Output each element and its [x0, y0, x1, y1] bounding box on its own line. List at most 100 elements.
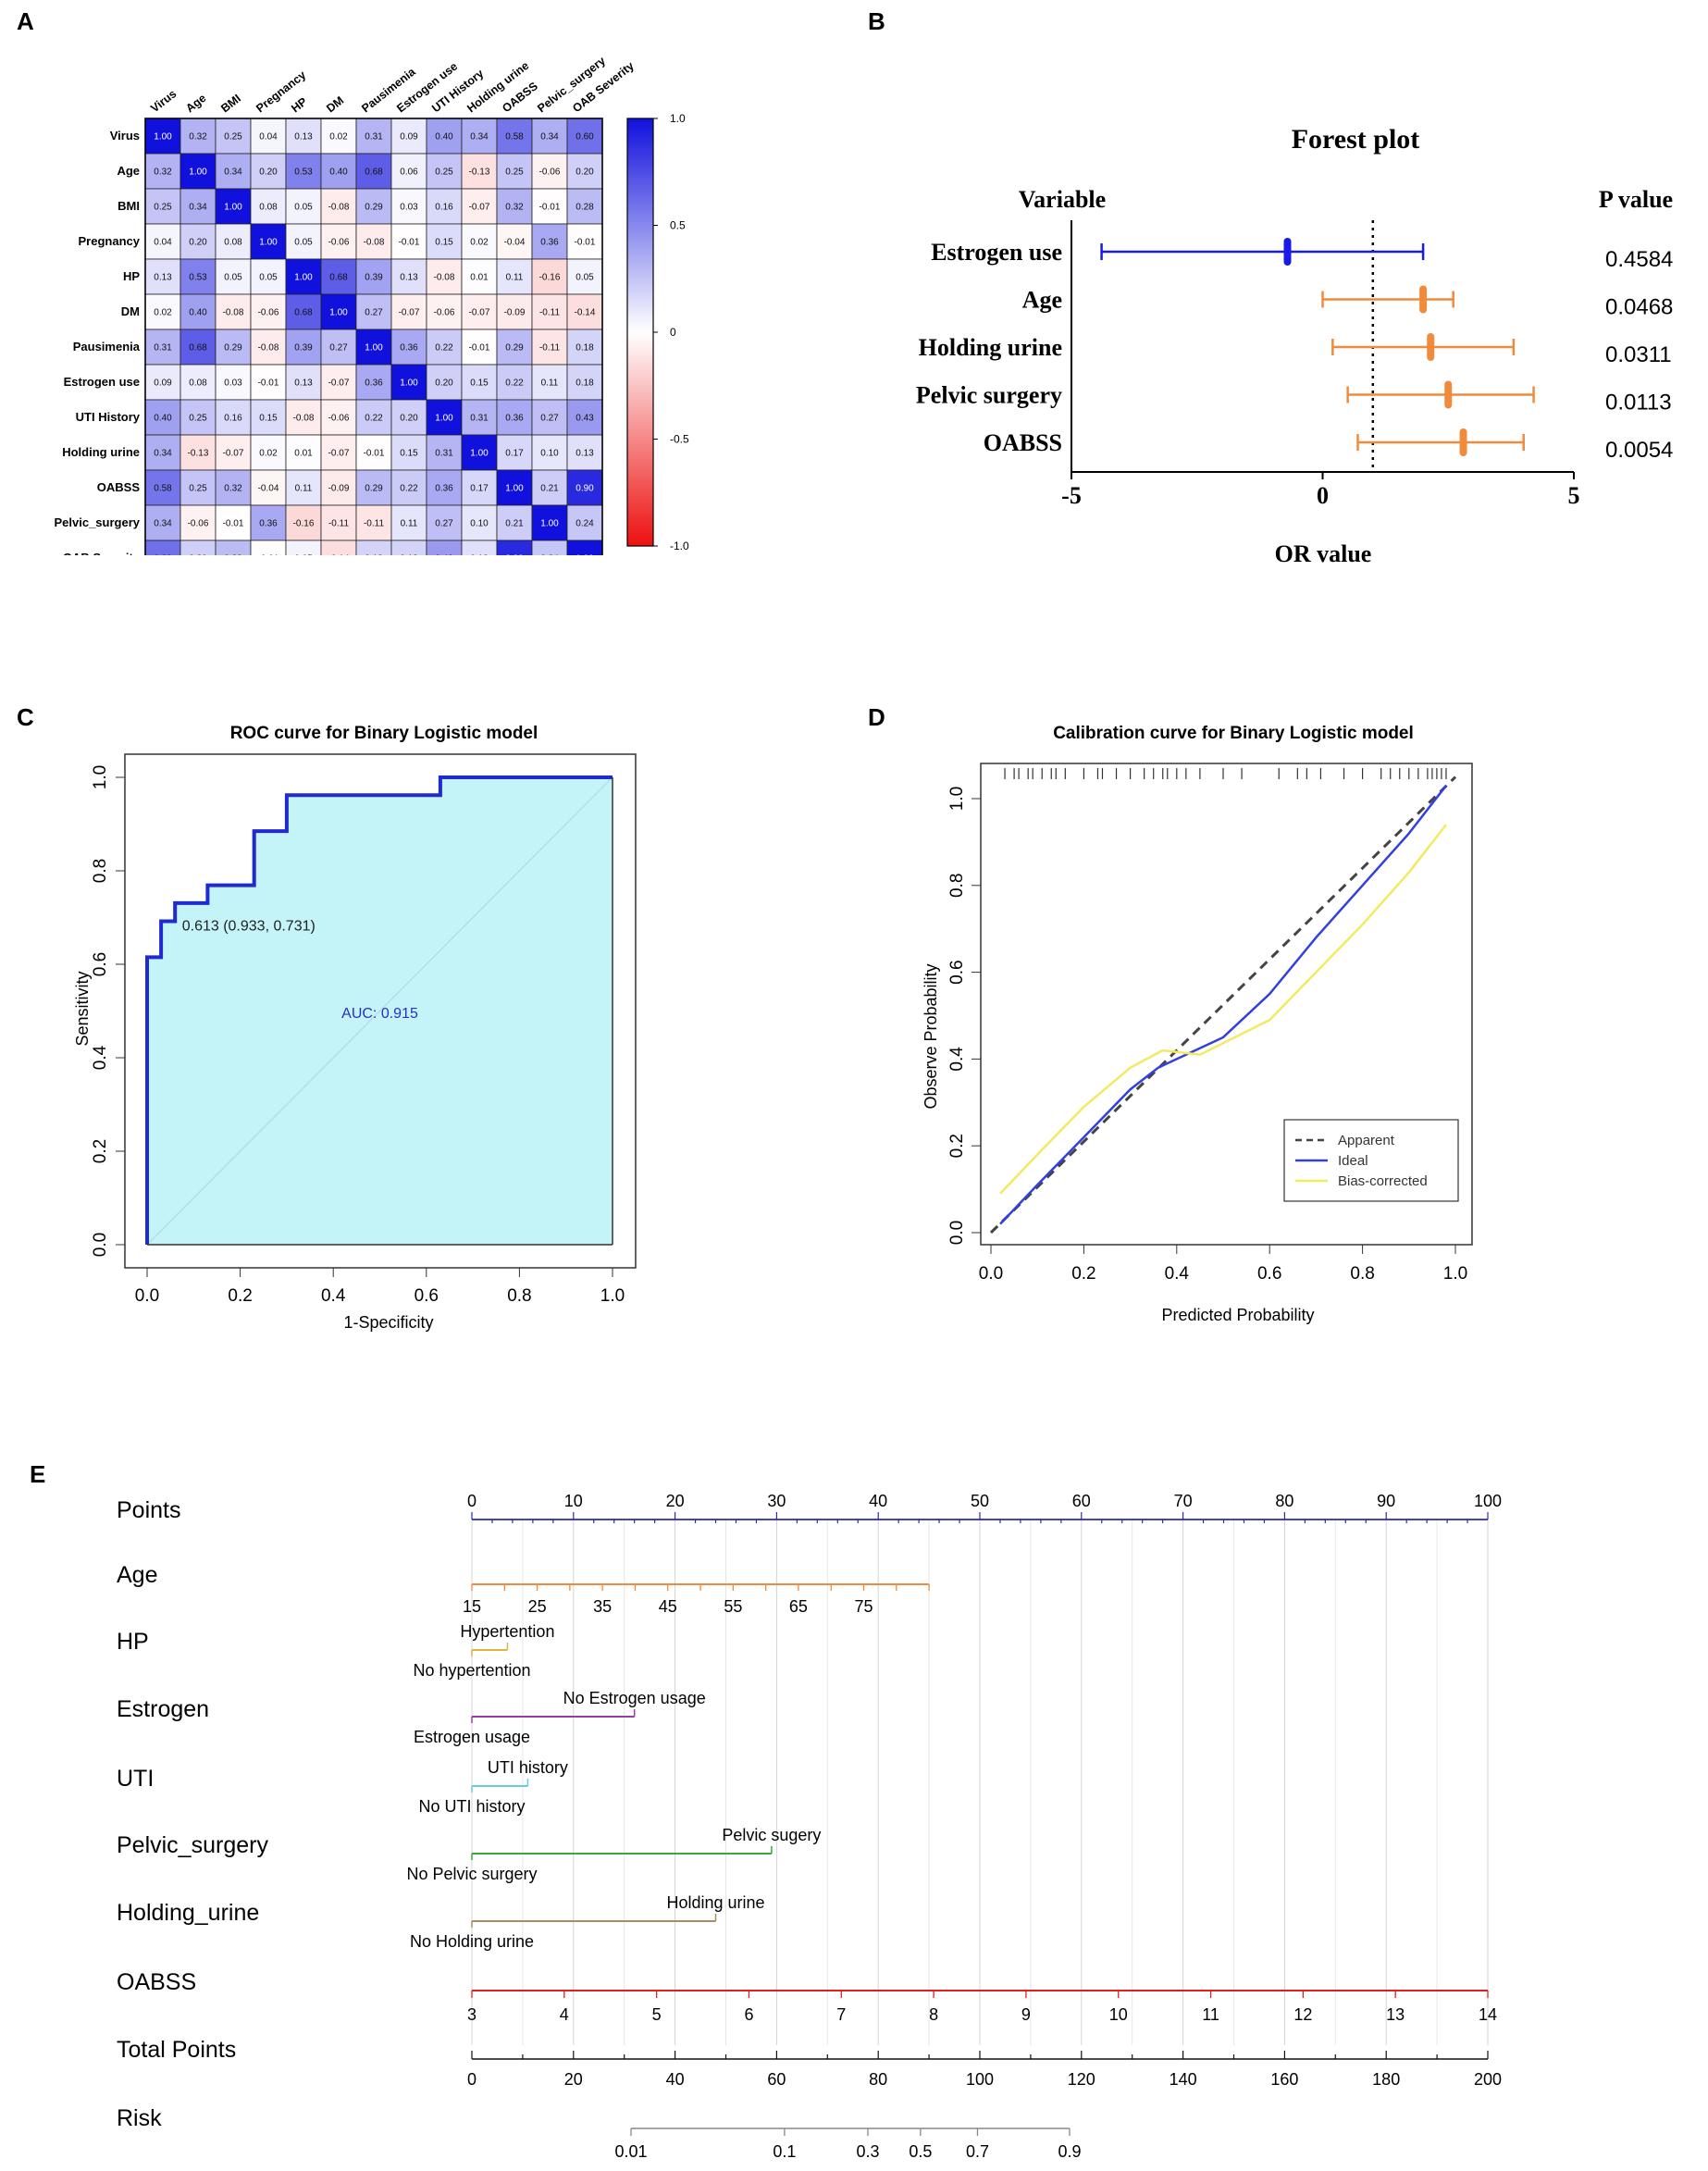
- x-tick-label: 0.0: [979, 1264, 1003, 1284]
- heatmap-cell-value: 0.40: [329, 167, 348, 178]
- row-label-hp: HP: [117, 1629, 149, 1655]
- heatmap-cell: [426, 504, 463, 541]
- heatmap-cell: [426, 223, 463, 260]
- age-tick-label: 55: [724, 1597, 742, 1616]
- heatmap-cell-value: -0.11: [328, 519, 349, 529]
- p-value: 0.4584: [1605, 247, 1673, 272]
- total-points-tick-label: 40: [666, 2070, 685, 2089]
- colorbar-tick-label: 1.0: [670, 112, 686, 125]
- heatmap-cell-value: 0.04: [154, 238, 172, 248]
- heatmap-cell: [144, 329, 181, 366]
- row-label-pausimenia: Pausimenia: [73, 340, 141, 354]
- heatmap-cell: [179, 293, 217, 330]
- col-label-estrogen-use: Estrogen use: [394, 60, 460, 116]
- heatmap-cell: [250, 258, 287, 295]
- heatmap-cell-value: 0.11: [401, 519, 418, 529]
- row-bottom-label: Estrogen usage: [414, 1728, 530, 1746]
- heatmap-cell-value: -0.16: [293, 519, 315, 529]
- heatmap-cell: [531, 118, 568, 155]
- heatmap-border: [144, 118, 603, 555]
- heatmap-cell: [179, 118, 217, 155]
- heatmap-cell: [250, 293, 287, 330]
- heatmap-cell-value: -0.08: [364, 238, 385, 248]
- heatmap-cell-value: 0.90: [505, 554, 524, 556]
- oabss-tick-label: 14: [1479, 2005, 1497, 2024]
- heatmap-cell-value: 0.13: [294, 378, 313, 389]
- heatmap-cell-value: -0.06: [328, 238, 350, 248]
- heatmap-cell-value: 0.43: [435, 554, 453, 556]
- heatmap-cell: [566, 188, 603, 225]
- curves-group: [989, 768, 1457, 1234]
- heatmap-cell: [285, 540, 322, 555]
- heatmap-cell-value: -0.01: [575, 238, 596, 248]
- heatmap-cell: [285, 364, 322, 401]
- heatmap-cell: [566, 329, 603, 366]
- heatmap-cell-value: 0.09: [400, 132, 418, 143]
- or-point: [1419, 285, 1428, 314]
- heatmap-cell-value: 0.21: [505, 519, 524, 529]
- heatmap-cell-value: -0.08: [434, 273, 455, 283]
- heatmap-cell-value: -0.01: [399, 238, 420, 248]
- heatmap-cell: [496, 188, 533, 225]
- heatmap-cell-value: 0.31: [365, 132, 383, 143]
- heatmap-cell: [215, 329, 252, 366]
- row-label-pelvic-surgery: Pelvic_surgery: [54, 515, 140, 529]
- heatmap-cell-value: 0.53: [189, 273, 207, 283]
- heatmap-cell-value: 0.05: [224, 273, 242, 283]
- heatmap-cell: [215, 223, 252, 260]
- heatmap-cell-value: 1.00: [294, 273, 313, 283]
- heatmap-cell: [215, 293, 252, 330]
- heatmap-cell-value: 0.36: [540, 238, 559, 248]
- series-ideal: [999, 785, 1447, 1225]
- total-points-tick-label: 140: [1170, 2070, 1197, 2089]
- heatmap-cell-value: -0.13: [469, 167, 490, 178]
- heatmap-cell: [179, 258, 217, 295]
- heatmap-cell: [461, 118, 498, 155]
- total-points-tick-label: 0: [467, 2070, 477, 2089]
- heatmap-cell: [355, 153, 392, 190]
- col-label-hp: HP: [289, 95, 309, 116]
- heatmap-cell: [390, 469, 427, 506]
- heatmap-cell-value: 0.09: [154, 378, 172, 389]
- variable-header: Variable: [1019, 186, 1106, 213]
- oabss-tick-label: 3: [467, 2005, 477, 2024]
- y-tick-label: 0.8: [91, 859, 110, 883]
- heatmap-cell: [285, 329, 322, 366]
- colorbar-tick-label: -1.0: [670, 540, 689, 552]
- row-label-estrogen-use: Estrogen use: [931, 239, 1062, 266]
- y-axis-label: Sensitivity: [73, 971, 92, 1046]
- forest-title: Forest plot: [1292, 124, 1420, 155]
- panel-label-a: A: [17, 7, 34, 35]
- points-tick-label: 0: [467, 1492, 477, 1510]
- colorbar-tick-label: 0.5: [670, 219, 686, 232]
- y-tick-label: 0.0: [947, 1221, 967, 1245]
- heatmap-cell: [390, 153, 427, 190]
- heatmap-cell-value: -0.09: [504, 308, 526, 318]
- heatmap-cell-value: -0.09: [328, 484, 350, 494]
- heatmap-cell: [285, 434, 322, 471]
- heatmap-cell-value: 0.05: [259, 273, 278, 283]
- heatmap-cell-value: 0.34: [189, 203, 207, 213]
- heatmap-cell: [566, 540, 603, 555]
- heatmap-cell-value: 1.00: [540, 519, 559, 529]
- y-tick-label: 0.8: [947, 874, 967, 898]
- points-tick-label: 10: [564, 1492, 583, 1510]
- heatmap-cell: [320, 118, 357, 155]
- heatmap-cell-value: 0.24: [540, 554, 559, 556]
- row-label-total-points: Total Points: [117, 2037, 236, 2063]
- heatmap-cell-value: 0.60: [576, 132, 594, 143]
- legend-label-apparent: Apparent: [1338, 1133, 1395, 1148]
- heatmap-cell: [250, 329, 287, 366]
- row-label-estrogen: Estrogen: [117, 1696, 209, 1722]
- y-tick-label: 0.6: [91, 952, 110, 976]
- heatmap-cell-value: -0.16: [539, 273, 561, 283]
- heatmap-cell-value: 0.27: [540, 414, 559, 424]
- heatmap-cell: [250, 469, 287, 506]
- heatmap-cell: [144, 188, 181, 225]
- heatmap-cell: [355, 504, 392, 541]
- heatmap-cell: [390, 364, 427, 401]
- heatmap-cell-value: 0.32: [154, 167, 172, 178]
- heatmap-cell: [531, 223, 568, 260]
- heatmap-cell-value: -0.08: [293, 414, 315, 424]
- heatmap-cell: [461, 540, 498, 555]
